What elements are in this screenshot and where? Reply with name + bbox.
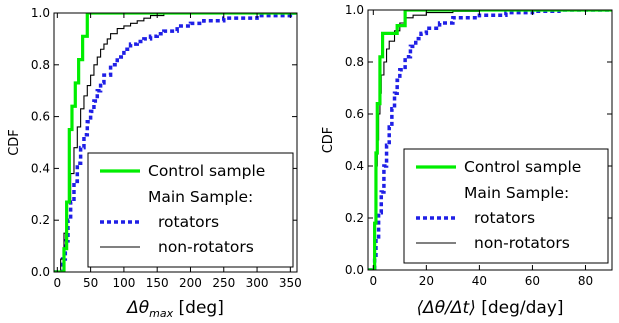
series-line-control xyxy=(54,13,297,272)
y-tick-label: 0.4 xyxy=(31,161,50,175)
y-tick-label: 0.0 xyxy=(345,263,364,277)
x-tick-label: 80 xyxy=(578,274,593,288)
x-tick-label: 0 xyxy=(369,274,377,288)
y-tick-label: 1.0 xyxy=(345,3,364,17)
x-tick-label: 300 xyxy=(246,276,269,290)
series-group xyxy=(54,13,297,272)
y-axis-label: CDF xyxy=(321,127,336,154)
y-tick-label: 0.8 xyxy=(31,58,50,72)
legend-label: Control sample xyxy=(148,162,265,180)
x-tick-label: 150 xyxy=(146,276,169,290)
x-tick-label: 20 xyxy=(419,274,434,288)
legend-label: Main Sample: xyxy=(464,184,569,202)
x-axis-label: Δθmax [deg] xyxy=(125,298,224,320)
x-tick-label: 40 xyxy=(472,274,487,288)
y-tick-label: 0.6 xyxy=(31,110,50,124)
legend-label: Control sample xyxy=(464,158,581,176)
series-line-rotators xyxy=(368,10,612,270)
series-line-control xyxy=(368,10,612,270)
y-tick-label: 0.2 xyxy=(31,213,50,227)
x-tick-label: 200 xyxy=(179,276,202,290)
y-tick-label: 0.2 xyxy=(345,211,364,225)
x-tick-label: 50 xyxy=(83,276,98,290)
plot-frame xyxy=(367,9,613,271)
chart-panel-2: 0 20 40 60 80 0.0 0.2 0.4 0.6 0.8 1.0 CDF ⟨Δθ/Δt⟩ [d… xyxy=(321,3,613,318)
y-tick-label: 0.4 xyxy=(345,159,364,173)
legend-label: rotators xyxy=(474,209,535,227)
legend-label: non-rotators xyxy=(158,238,254,256)
x-axis-label: ⟨Δθ/Δt⟩ [deg/day] xyxy=(416,298,563,318)
y-tick-label: 1.0 xyxy=(31,6,50,20)
y-tick-label: 0.6 xyxy=(345,107,364,121)
legend-label: non-rotators xyxy=(474,234,570,252)
series-line-nonrot xyxy=(54,13,297,272)
x-tick-label: 250 xyxy=(212,276,235,290)
y-tick-label: 0.0 xyxy=(31,265,50,279)
y-tick-label: 0.8 xyxy=(345,55,364,69)
legend-label: rotators xyxy=(158,213,219,231)
x-tick-label: 0 xyxy=(54,276,62,290)
x-tick-label: 100 xyxy=(112,276,135,290)
series-line-rotators xyxy=(54,13,297,272)
x-tick-label: 350 xyxy=(279,276,302,290)
legend: Control sample Main Sample: rotators non-ro… xyxy=(403,148,609,264)
plot-frame xyxy=(53,12,298,273)
legend-label: Main Sample: xyxy=(148,188,253,206)
legend: Control sample Main Sample: rotators non-ro… xyxy=(87,152,294,268)
x-tick-label: 60 xyxy=(525,274,540,288)
y-axis-label: CDF xyxy=(7,129,22,156)
chart-panel-1: 0 50 100 150 200 250 300 350 0.0 0.2 0.4 0.6 0.8 1.0 C… xyxy=(7,6,302,320)
